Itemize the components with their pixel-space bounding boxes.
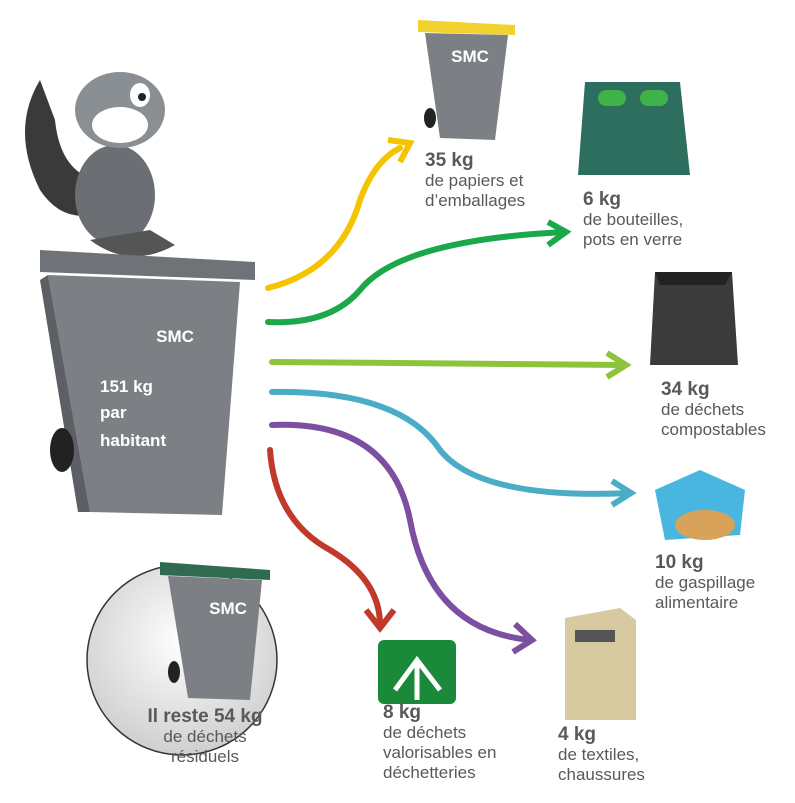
main-line: habitant (100, 431, 166, 450)
flow-line: de bouteilles, (583, 210, 683, 229)
main-amount: 151 kg (100, 377, 153, 396)
bin-brand: SMC (451, 47, 489, 66)
main-bin (40, 250, 255, 515)
residual-line: de déchets (163, 727, 246, 746)
dechetterie-sign (378, 640, 456, 704)
flow-amount: 34 kg (661, 379, 710, 400)
residual-line: résiduels (171, 747, 239, 766)
flow-line: chaussures (558, 765, 645, 784)
flow-amount: 6 kg (583, 189, 621, 210)
small-bin (160, 562, 270, 700)
flow-line: de gaspillage (655, 573, 755, 592)
flow-line: d’emballages (425, 191, 525, 210)
raccoon (25, 72, 175, 257)
residual-amount: Il reste 54 kg (147, 706, 262, 727)
yellow-bin (418, 20, 515, 140)
glass-container (578, 82, 690, 175)
arrows (265, 137, 637, 655)
flow-line: déchetteries (383, 763, 476, 782)
flow-line: compostables (661, 420, 766, 439)
flow-amount: 8 kg (383, 702, 421, 723)
main-line: par (100, 403, 127, 422)
flow-amount: 4 kg (558, 724, 596, 745)
flow-line: valorisables en (383, 743, 496, 762)
flow-line: de textiles, (558, 745, 639, 764)
flow-line: pots en verre (583, 230, 682, 249)
flow-line: de déchets (383, 723, 466, 742)
textile-container (565, 608, 636, 720)
composter (650, 272, 738, 365)
bin-brand: SMC (209, 599, 247, 618)
flow-line: de papiers et (425, 171, 524, 190)
food-box (655, 470, 745, 540)
flow-line: de déchets (661, 400, 744, 419)
flow-line: alimentaire (655, 593, 738, 612)
flow-amount: 10 kg (655, 552, 704, 573)
flow-amount: 35 kg (425, 150, 474, 171)
bin-brand: SMC (156, 327, 194, 346)
